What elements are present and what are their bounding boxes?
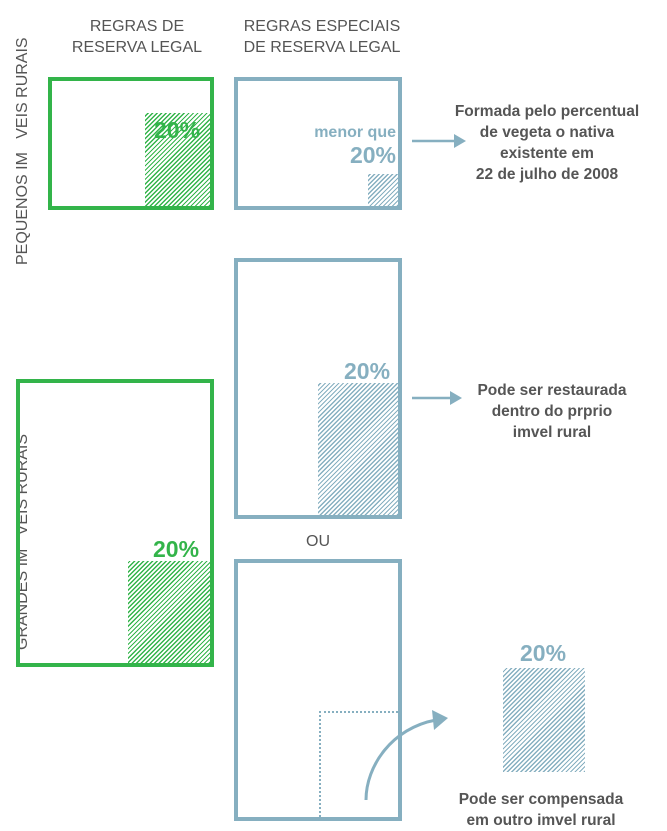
compensada-reserve-area: [503, 668, 585, 772]
grandes-compensada-property-box: [234, 559, 402, 821]
pequenos-especial-property-box: [234, 77, 402, 210]
right-arrow-icon: [412, 134, 466, 148]
menor-que-text: menor que: [314, 124, 396, 141]
row-label-pequenos-imoveis: PEQUENOS IM VEIS RURAIS: [14, 37, 31, 265]
grandes-regra-property-box: [16, 379, 214, 667]
pequenos-regra-reserve-area: [145, 113, 210, 206]
pequenos-regra-property-box: [48, 77, 214, 210]
pequenos-especial-percent: 20%: [349, 142, 396, 168]
curved-arrow-icon: [364, 710, 448, 801]
ou-label: OU: [306, 533, 330, 550]
grandes-restaurada-percent: 20%: [344, 358, 391, 384]
compensada-percent: 20%: [520, 640, 567, 666]
right-arrow-icon: [412, 391, 462, 405]
grandes-restaurada-reserve-area: [318, 383, 398, 515]
pequenos-especial-label: menor que 20%: [300, 124, 396, 169]
pequenos-regra-percent: 20%: [154, 117, 201, 143]
grandes-regra-percent: 20%: [153, 536, 200, 562]
compensada-dotted-area: [319, 711, 398, 817]
pequenos-note: Formada pelo percentual de vegeta o nati…: [454, 103, 640, 183]
grandes-regra-reserve-area: [128, 561, 210, 663]
compensada-note: Pode ser compensada em outro imvel rural: [458, 791, 624, 829]
header-regras-especiais: REGRAS ESPECIAIS DE RESERVA LEGAL: [243, 18, 401, 56]
grandes-restaurada-property-box: [234, 258, 402, 519]
header-regras-reserva-legal: REGRAS DE RESERVA LEGAL: [71, 18, 203, 56]
pequenos-especial-reserve-area: [368, 174, 398, 206]
restaurada-note: Pode ser restaurada dentro do prprio imv…: [477, 382, 627, 441]
